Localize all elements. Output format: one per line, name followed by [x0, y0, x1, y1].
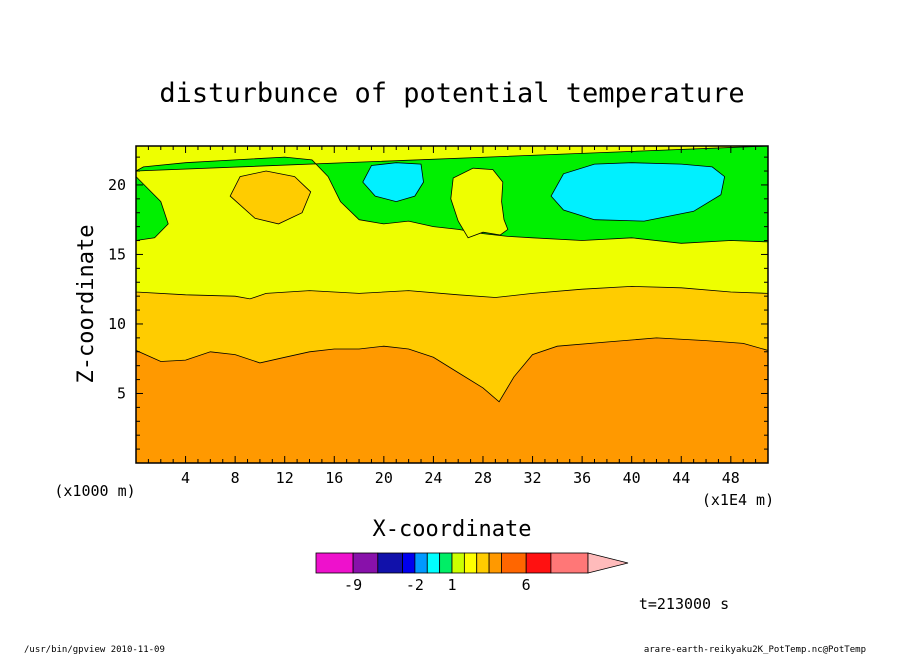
colorbar-swatch [315, 552, 354, 574]
x-tick-label: 28 [474, 469, 492, 487]
contour-layer-5 [362, 162, 424, 203]
chart-title: disturbunce of potential temperature [159, 78, 744, 109]
x-axis-label: X-coordinate [373, 517, 532, 542]
x-tick-label: 8 [231, 469, 240, 487]
x-tick-label: 20 [375, 469, 393, 487]
colorbar-labels: -9 -2 1 6 [344, 576, 531, 594]
x-tick-label: 48 [722, 469, 740, 487]
y-tick-label: 15 [108, 245, 126, 263]
colorbar-swatch [352, 552, 379, 574]
colorbar-swatch [426, 552, 441, 574]
colorbar-swatch [439, 552, 453, 574]
colorbar-swatch [525, 552, 552, 574]
colorbar-extend-arrow [587, 552, 629, 574]
y-axis-label: Z-coordinate [74, 225, 99, 384]
x-tick-label: 40 [623, 469, 641, 487]
contour-layer-4 [450, 167, 509, 239]
x-tick-labels: 4 8 12 16 20 24 28 32 36 40 44 48 [181, 469, 740, 487]
x-tick-label: 16 [325, 469, 343, 487]
colorbar-swatch [501, 552, 527, 574]
plot-area [136, 146, 768, 463]
colorbar-label: -9 [344, 576, 362, 594]
colorbar-swatch [550, 552, 589, 574]
colorbar-swatch [488, 552, 502, 574]
x-tick-label: 12 [276, 469, 294, 487]
y-tick-label: 10 [108, 315, 126, 333]
x-unit-left: (x1000 m) [54, 482, 135, 500]
colorbar-swatch [476, 552, 490, 574]
time-label: t=213000 s [639, 595, 729, 613]
x-tick-label: 44 [672, 469, 690, 487]
colorbar-swatch [414, 552, 428, 574]
footer-left: /usr/bin/gpview 2010-11-09 [24, 645, 165, 654]
x-tick-label: 36 [573, 469, 591, 487]
x-tick-label: 24 [424, 469, 442, 487]
y-tick-labels: 5 10 15 20 [108, 176, 126, 403]
x-tick-label: 4 [181, 469, 190, 487]
x-tick-label: 32 [524, 469, 542, 487]
axis-ticks [136, 146, 768, 463]
contour-layer-6 [550, 162, 726, 222]
colorbar-swatch [451, 552, 465, 574]
plot-frame [135, 145, 769, 464]
contour-layer-7 [229, 170, 312, 225]
x-unit-right: (x1E4 m) [702, 491, 774, 509]
colorbar-swatch [463, 552, 478, 574]
colorbar-swatch [377, 552, 403, 574]
colorbar-swatch [402, 552, 416, 574]
footer-right: arare-earth-reikyaku2K_PotTemp.nc@PotTem… [644, 645, 866, 654]
colorbar [315, 552, 629, 574]
colorbar-label: 6 [522, 576, 531, 594]
colorbar-label: -2 [406, 576, 424, 594]
y-tick-label: 20 [108, 176, 126, 194]
y-tick-label: 5 [117, 384, 126, 402]
colorbar-label: 1 [447, 576, 456, 594]
